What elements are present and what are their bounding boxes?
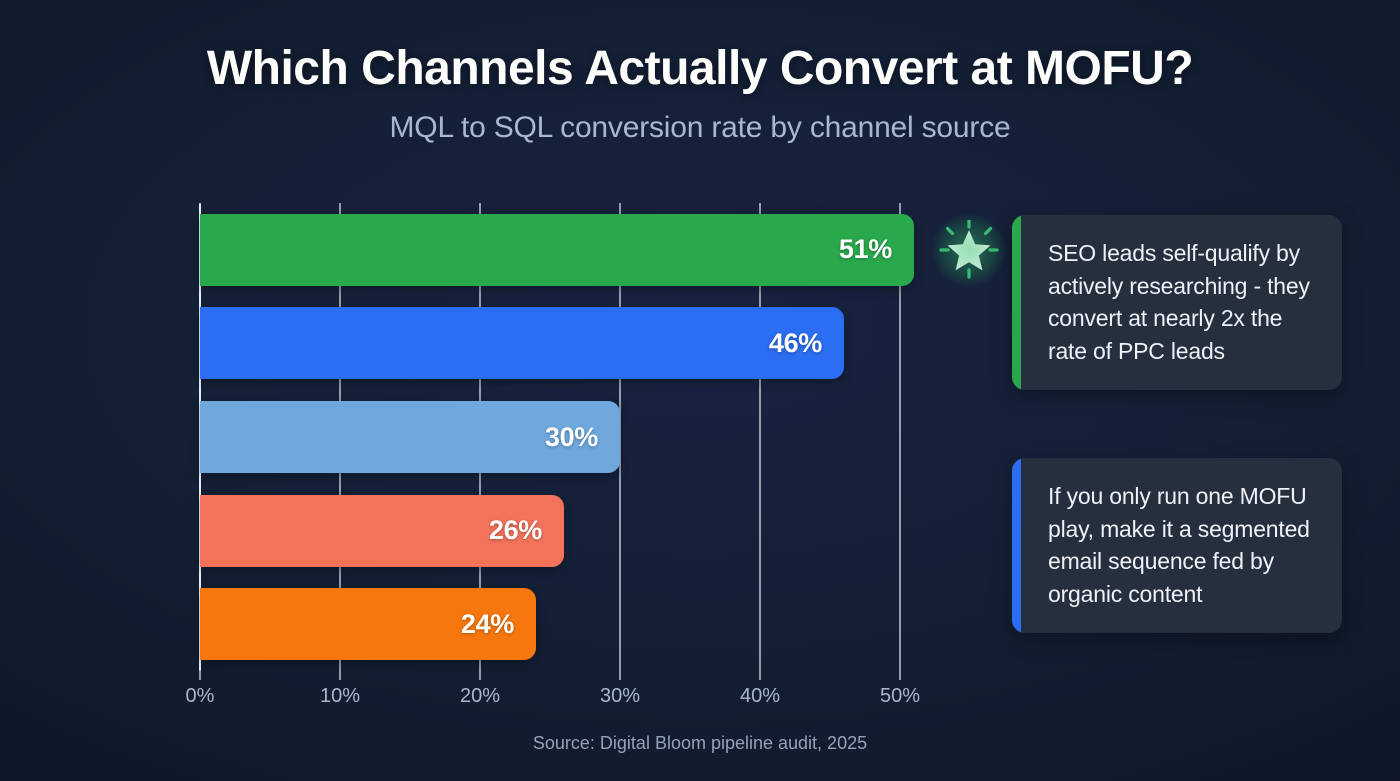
bar-events[interactable]: 24% — [200, 588, 536, 661]
source-note: Source: Digital Bloom pipeline audit, 20… — [532, 733, 868, 753]
gridline — [899, 203, 901, 671]
chart-subtitle: MQL to SQL conversion rate by channel so… — [389, 110, 1011, 144]
x-axis-tick-label: 10% — [319, 685, 361, 707]
bar-value-label: 26% — [488, 515, 542, 546]
star-icon — [932, 212, 1006, 287]
bar-value-label: 30% — [544, 421, 598, 452]
bar-value-label: 51% — [838, 234, 892, 265]
x-axis-tick-mark — [899, 671, 901, 680]
x-axis-tick-label: 30% — [599, 685, 641, 707]
x-axis-tick-mark — [199, 671, 201, 680]
x-axis-tick-mark — [479, 671, 481, 680]
bar-webinars[interactable]: 30% — [200, 401, 620, 473]
chart-header: Which Channels Actually Convert at MOFU?… — [0, 42, 1400, 145]
x-axis-tick-mark — [339, 671, 341, 680]
annotation-text: If you only run one MOFU play, make it a… — [1048, 483, 1310, 607]
annotation-card[interactable]: If you only run one MOFU play, make it a… — [1012, 458, 1342, 633]
star-icon-svg — [939, 219, 999, 279]
x-axis-tick-mark — [759, 671, 761, 680]
annotation-accent-bar — [1012, 215, 1021, 390]
bar-value-label: 46% — [768, 327, 822, 358]
gridline — [759, 203, 761, 671]
x-axis-tick-label: 20% — [459, 685, 501, 707]
x-axis-tick-label: 50% — [879, 685, 921, 707]
bar-email[interactable]: 46% — [200, 307, 844, 380]
bar-value-label: 24% — [460, 608, 514, 639]
star-glow — [932, 212, 1006, 287]
bar-chart-plot-area: 0%10%20%30%40%50% SEOEmailWebinarsPPCEve… — [186, 203, 1006, 707]
bar-ppc[interactable]: 26% — [200, 494, 564, 567]
annotation-text: SEO leads self-qualify by actively resea… — [1048, 240, 1310, 364]
page-title: Which Channels Actually Convert at MOFU? — [206, 42, 1194, 95]
x-axis-tick-label: 40% — [739, 685, 781, 707]
annotation-card[interactable]: SEO leads self-qualify by actively resea… — [1012, 215, 1342, 390]
bar-seo[interactable]: 51% — [200, 213, 914, 286]
x-axis-tick-label: 0% — [185, 685, 215, 707]
annotation-accent-bar — [1012, 458, 1021, 633]
x-axis-tick-mark — [619, 671, 621, 680]
